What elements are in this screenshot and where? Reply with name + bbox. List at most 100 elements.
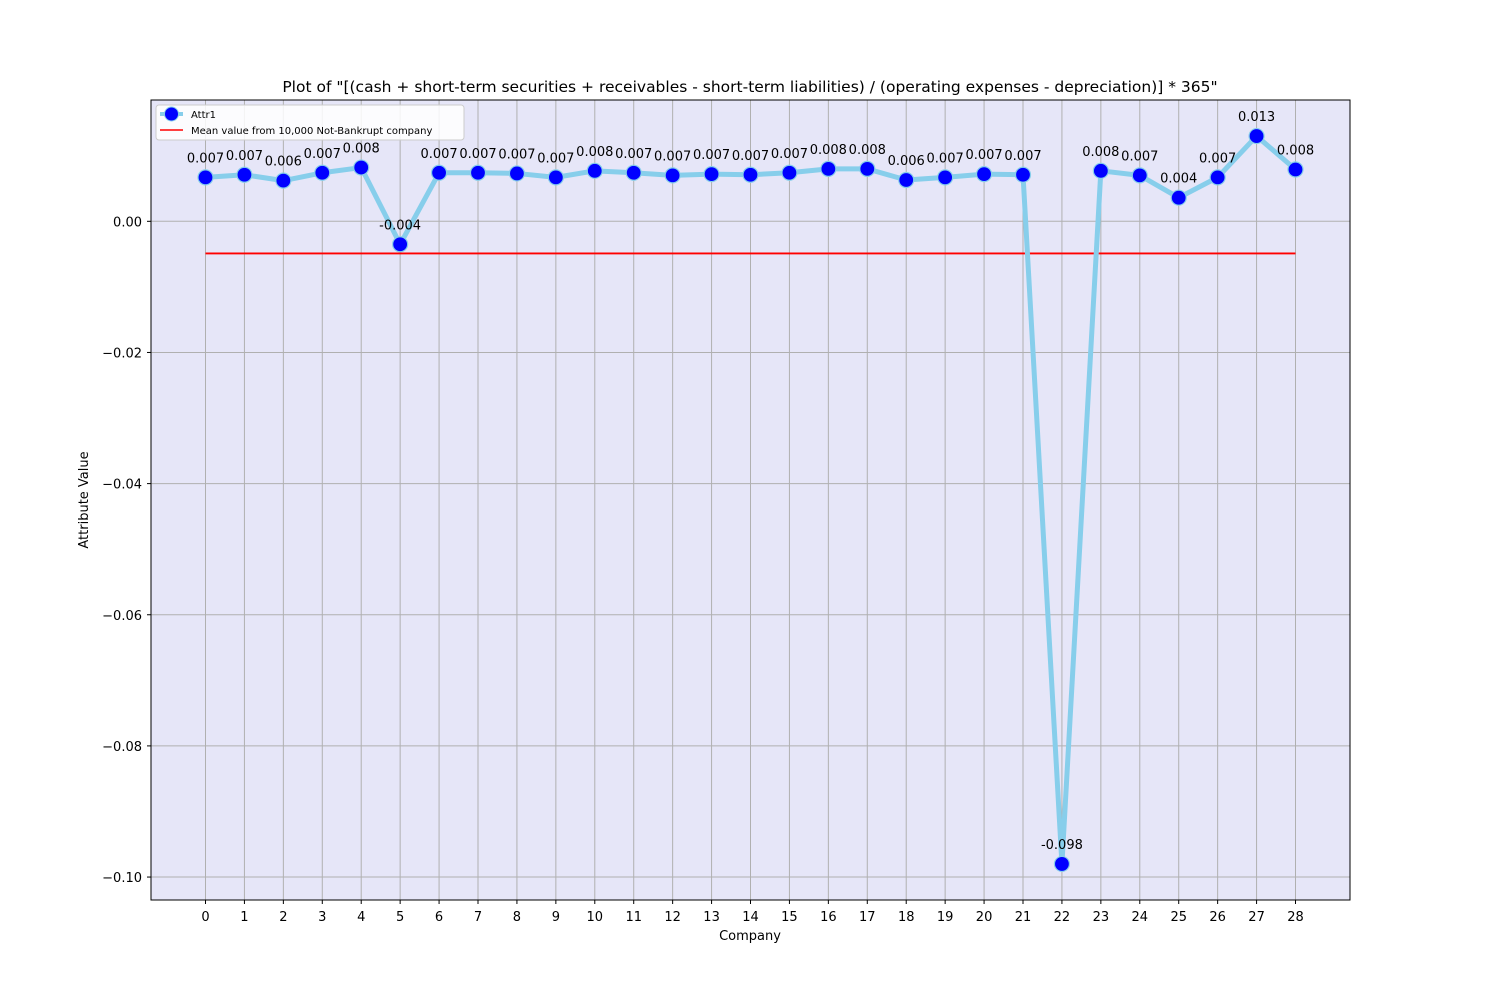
x-tick-label: 8	[513, 910, 521, 925]
y-tick-label: −0.06	[102, 609, 142, 624]
x-tick-label: 26	[1209, 910, 1226, 925]
data-label: 0.008	[1277, 144, 1314, 159]
y-tick-label: 0.00	[113, 215, 142, 230]
data-point	[275, 172, 292, 189]
data-point	[236, 166, 253, 183]
data-point	[625, 164, 642, 181]
data-point	[1014, 166, 1032, 183]
y-tick-label: −0.10	[102, 871, 142, 886]
data-label: 0.006	[888, 154, 925, 169]
x-tick-label: 7	[474, 910, 482, 925]
data-label: 0.007	[226, 149, 263, 164]
data-point	[664, 167, 681, 184]
x-tick-label: 4	[357, 910, 365, 925]
x-tick-label: 11	[625, 910, 642, 925]
data-point	[392, 236, 409, 253]
x-tick-label: 3	[318, 910, 326, 925]
data-point	[742, 166, 759, 183]
x-tick-label: 9	[552, 910, 560, 925]
data-label: 0.007	[927, 151, 964, 166]
x-tick-label: 21	[1015, 910, 1032, 925]
x-tick-label: 1	[240, 910, 248, 925]
data-label: 0.007	[187, 151, 224, 166]
data-point	[586, 162, 603, 179]
data-point	[1170, 189, 1187, 206]
series-marker-layer	[197, 127, 1304, 873]
data-label: 0.008	[576, 145, 613, 160]
data-label: 0.006	[265, 155, 302, 170]
x-tick-label: 25	[1170, 910, 1187, 925]
legend: Attr1 Mean value from 10,000 Not-Bankrup…	[155, 104, 465, 141]
data-point	[781, 164, 798, 181]
data-label: 0.007	[965, 148, 1002, 163]
x-tick-label: 27	[1248, 910, 1265, 925]
x-tick-label: 15	[781, 910, 798, 925]
data-label: 0.004	[1160, 172, 1197, 187]
x-tick-label: 18	[898, 910, 915, 925]
y-axis-ticks: 0.00 −0.02 −0.04 −0.06 −0.08 −0.10	[102, 215, 151, 886]
data-point	[1131, 167, 1148, 184]
data-label: 0.007	[537, 151, 574, 166]
data-label: 0.008	[343, 142, 380, 157]
x-axis-ticks: 0 1 2 3 4 5 6 7 8 9 10 11 12 13 14 15 16 17 18 19 20 21 22 23 24…	[201, 900, 1304, 925]
legend-box	[155, 104, 465, 141]
legend-mean-label: Mean value from 10,000 Not-Bankrupt comp…	[191, 126, 432, 137]
chart-title: Plot of "[(cash + short-term securities …	[282, 78, 1217, 96]
data-label: 0.007	[1004, 149, 1041, 164]
x-tick-label: 20	[976, 910, 993, 925]
x-tick-label: 19	[937, 910, 954, 925]
x-tick-label: 16	[820, 910, 837, 925]
data-label: 0.008	[1082, 145, 1119, 160]
data-point	[314, 164, 331, 181]
data-point	[1287, 161, 1304, 178]
y-tick-label: −0.02	[102, 346, 142, 361]
x-tick-label: 24	[1132, 910, 1149, 925]
data-label: 0.007	[654, 149, 691, 164]
grid	[151, 100, 1350, 900]
y-axis-label: Attribute Value	[77, 451, 92, 548]
data-point	[353, 159, 370, 176]
x-tick-label: 6	[435, 910, 443, 925]
data-label: 0.007	[771, 147, 808, 162]
x-tick-label: 14	[742, 910, 759, 925]
legend-attr1-marker	[164, 106, 179, 122]
x-tick-label: 12	[664, 910, 681, 925]
data-label: 0.007	[304, 147, 341, 162]
data-point	[859, 160, 876, 177]
data-label: 0.007	[459, 147, 496, 162]
x-tick-label: 17	[859, 910, 876, 925]
data-point	[430, 164, 448, 181]
data-point	[1209, 169, 1226, 186]
data-point	[547, 169, 564, 186]
data-label: 0.007	[693, 148, 730, 163]
y-tick-label: −0.04	[102, 478, 142, 493]
data-label: 0.008	[849, 143, 886, 158]
data-point	[1248, 127, 1265, 145]
y-tick-label: −0.08	[102, 740, 142, 755]
data-label: -0.098	[1041, 838, 1083, 853]
data-point	[703, 165, 720, 183]
data-point	[508, 165, 526, 182]
data-label: 0.008	[810, 143, 847, 158]
data-point	[469, 164, 487, 181]
x-tick-label: 23	[1093, 910, 1110, 925]
data-label: 0.007	[498, 147, 535, 162]
data-label: 0.007	[615, 147, 652, 162]
x-tick-label: 22	[1054, 910, 1071, 925]
data-point	[820, 160, 837, 177]
data-point	[1053, 855, 1071, 873]
data-label: 0.013	[1238, 110, 1275, 125]
data-point	[1092, 162, 1109, 179]
x-tick-label: 0	[201, 910, 209, 925]
x-tick-label: 10	[587, 910, 604, 925]
data-label: 0.007	[1199, 151, 1236, 166]
data-label: -0.004	[379, 218, 421, 233]
data-point	[937, 169, 954, 186]
x-tick-label: 2	[279, 910, 287, 925]
data-point	[197, 169, 214, 186]
data-point	[898, 171, 915, 189]
data-label: 0.007	[420, 147, 457, 162]
data-point	[975, 165, 993, 183]
